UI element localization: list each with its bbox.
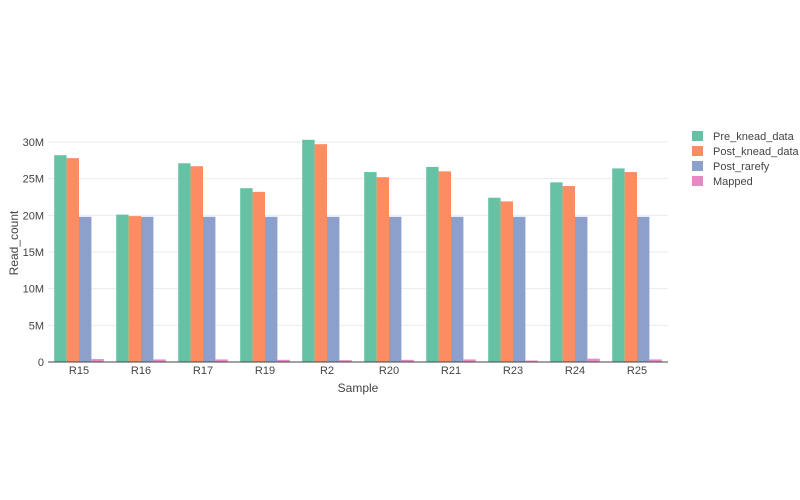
y-tick-label: 15M [23, 247, 44, 259]
legend-swatch [692, 146, 703, 156]
bar-post_rarefy-r20 [389, 216, 402, 362]
bar-post_knead_data-r15 [66, 158, 79, 362]
legend: Pre_knead_data Post_knead_data Post_rarefy… [692, 131, 800, 188]
bar-pre_knead_data-r17 [178, 163, 191, 362]
bar-pre_knead_data-r20 [364, 172, 377, 362]
bar-mapped-r21 [463, 359, 476, 362]
x-tick-label: R23 [503, 365, 523, 377]
legend-swatch [692, 131, 703, 141]
x-axis-title: Sample [338, 381, 379, 395]
bar-post_rarefy-r16 [141, 216, 154, 362]
bar-post_rarefy-r21 [451, 216, 464, 362]
bars [54, 139, 662, 362]
y-tick-label: 30M [23, 137, 44, 149]
bar-pre_knead_data-r15 [54, 155, 67, 362]
x-tick-label: R25 [627, 365, 647, 377]
bar-pre_knead_data-r19 [240, 188, 253, 362]
bar-post_knead_data-r16 [128, 216, 141, 362]
bar-post_rarefy-r19 [265, 216, 278, 362]
axes: 0 5M 10M 15M 20M 25M 30M R15 R16 R17 R19 R2 R20 R21 R2… [23, 137, 668, 377]
bar-mapped-r23 [525, 360, 538, 362]
bar-post_knead_data-r23 [500, 201, 513, 362]
bar-post_rarefy-r2 [327, 216, 340, 362]
x-tick-label: R16 [131, 365, 151, 377]
x-tick-label: R17 [193, 365, 213, 377]
bar-mapped-r16 [153, 359, 166, 362]
bar-post_knead_data-r20 [376, 177, 389, 362]
y-tick-label: 0 [38, 357, 44, 369]
bar-mapped-r20 [401, 359, 414, 362]
bar-mapped-r25 [649, 359, 662, 362]
x-tick-label: R2 [320, 365, 334, 377]
bar-post_rarefy-r25 [637, 216, 650, 362]
bar-post_rarefy-r23 [513, 216, 526, 362]
y-tick-label: 10M [23, 284, 44, 296]
bar-post_knead_data-r19 [252, 191, 265, 362]
y-axis-title: Read_count [7, 210, 21, 275]
bar-pre_knead_data-r2 [302, 139, 315, 362]
legend-swatch [692, 176, 703, 186]
bar-post_knead_data-r25 [624, 172, 637, 362]
bar-post_knead_data-r24 [562, 186, 575, 362]
bar-mapped-r15 [91, 359, 104, 362]
legend-swatch [692, 161, 703, 171]
bar-post_rarefy-r15 [79, 216, 92, 362]
y-tick-label: 20M [23, 210, 44, 222]
y-tick-label: 5M [29, 320, 44, 332]
bar-pre_knead_data-r23 [488, 197, 501, 362]
x-tick-label: R15 [69, 365, 89, 377]
bar-mapped-r17 [215, 359, 228, 362]
bar-pre_knead_data-r21 [426, 166, 439, 362]
x-tick-label: R21 [441, 365, 461, 377]
bar-post_knead_data-r21 [438, 171, 451, 362]
bar-post_rarefy-r17 [203, 216, 216, 362]
legend-label: Mapped [713, 176, 753, 188]
bar-mapped-r24 [587, 358, 600, 362]
x-tick-label: R20 [379, 365, 399, 377]
legend-label: Post_knead_data [713, 146, 800, 158]
legend-label: Pre_knead_data [713, 131, 795, 143]
legend-label: Post_rarefy [713, 161, 770, 173]
bar-mapped-r19 [277, 359, 290, 362]
bar-post_knead_data-r2 [314, 144, 327, 362]
y-tick-label: 25M [23, 174, 44, 186]
x-tick-label: R19 [255, 365, 275, 377]
x-tick-label: R24 [565, 365, 585, 377]
bar-mapped-r2 [339, 360, 352, 362]
bar-pre_knead_data-r24 [550, 182, 563, 362]
bar-post_knead_data-r17 [190, 166, 203, 362]
bar-pre_knead_data-r25 [612, 168, 625, 362]
bar-post_rarefy-r24 [575, 216, 588, 362]
bar-pre_knead_data-r16 [116, 214, 129, 362]
